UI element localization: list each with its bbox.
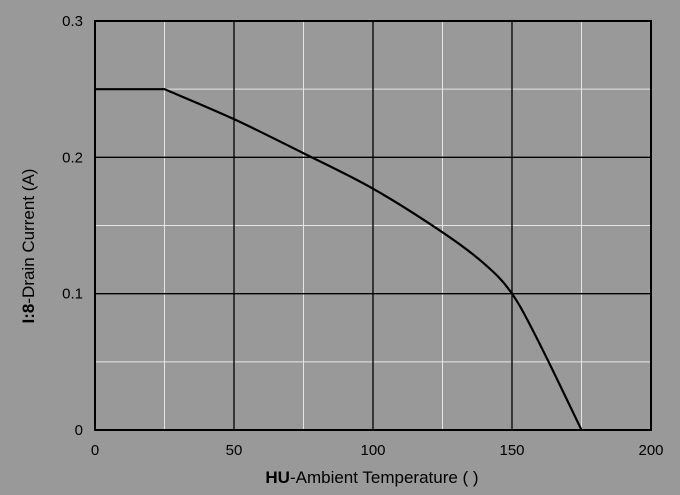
x-tick-label: 50 (226, 442, 243, 459)
y-tick-label: 0.1 (62, 286, 83, 303)
y-tick-label: 0.2 (62, 149, 83, 166)
x-tick-label: 150 (499, 442, 524, 459)
x-axis-title: HU-Ambient Temperature ( ) (265, 468, 478, 487)
y-axis-title-symbol: I:8 (19, 304, 38, 324)
y-tick-label: 0.3 (62, 13, 83, 30)
y-tick-label: 0 (75, 422, 83, 439)
x-tick-label: 200 (638, 442, 663, 459)
y-axis-title: I:8-Drain Current (A) (19, 169, 38, 324)
x-axis-title-symbol: HU (265, 468, 290, 487)
x-tick-label: 100 (360, 442, 385, 459)
y-axis-title-text: -Drain Current (A) (19, 169, 38, 304)
x-axis-title-text: -Ambient Temperature ( ) (290, 468, 479, 487)
x-tick-label: 0 (91, 442, 99, 459)
